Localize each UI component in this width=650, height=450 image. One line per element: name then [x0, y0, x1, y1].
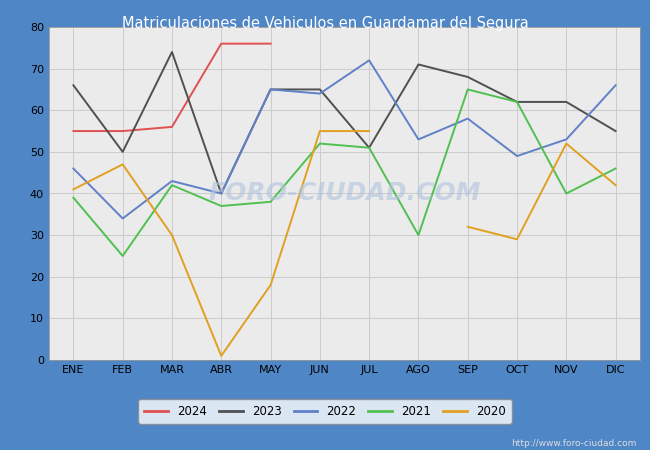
2020: [266, 283, 274, 288]
2020: [316, 128, 324, 134]
2022: [365, 58, 373, 63]
2023: [217, 191, 225, 196]
2021: [119, 253, 127, 259]
2020: [119, 162, 127, 167]
2024: [168, 124, 176, 130]
Line: 2022: 2022: [73, 60, 616, 219]
Text: FORO-CIUDAD.COM: FORO-CIUDAD.COM: [208, 181, 481, 206]
2021: [316, 141, 324, 146]
2022: [217, 191, 225, 196]
2020: [365, 128, 373, 134]
2021: [168, 182, 176, 188]
2020: [217, 353, 225, 359]
2021: [415, 232, 422, 238]
Text: Matriculaciones de Vehiculos en Guardamar del Segura: Matriculaciones de Vehiculos en Guardama…: [122, 16, 528, 31]
2022: [119, 216, 127, 221]
2024: [217, 41, 225, 46]
2023: [266, 87, 274, 92]
2020: [168, 232, 176, 238]
2020: [70, 187, 77, 192]
Text: http://www.foro-ciudad.com: http://www.foro-ciudad.com: [512, 439, 637, 448]
2023: [168, 49, 176, 54]
Legend: 2024, 2023, 2022, 2021, 2020: 2024, 2023, 2022, 2021, 2020: [138, 399, 512, 424]
2021: [464, 87, 472, 92]
2022: [562, 137, 570, 142]
2022: [612, 83, 619, 88]
2021: [612, 166, 619, 171]
2021: [365, 145, 373, 150]
Line: 2023: 2023: [73, 52, 616, 194]
2023: [316, 87, 324, 92]
2022: [464, 116, 472, 121]
2021: [562, 191, 570, 196]
2023: [365, 145, 373, 150]
2023: [562, 99, 570, 104]
2024: [119, 128, 127, 134]
2022: [316, 91, 324, 96]
2021: [70, 195, 77, 200]
2023: [119, 149, 127, 155]
2023: [612, 128, 619, 134]
2021: [217, 203, 225, 209]
2021: [513, 99, 521, 104]
2023: [415, 62, 422, 67]
2022: [266, 87, 274, 92]
2023: [513, 99, 521, 104]
2023: [70, 83, 77, 88]
2022: [168, 178, 176, 184]
2023: [464, 74, 472, 80]
2021: [266, 199, 274, 204]
Line: 2021: 2021: [73, 90, 616, 256]
Line: 2020: 2020: [73, 131, 369, 356]
2024: [266, 41, 274, 46]
2022: [513, 153, 521, 159]
2022: [415, 137, 422, 142]
Line: 2024: 2024: [73, 44, 270, 131]
2024: [70, 128, 77, 134]
2022: [70, 166, 77, 171]
